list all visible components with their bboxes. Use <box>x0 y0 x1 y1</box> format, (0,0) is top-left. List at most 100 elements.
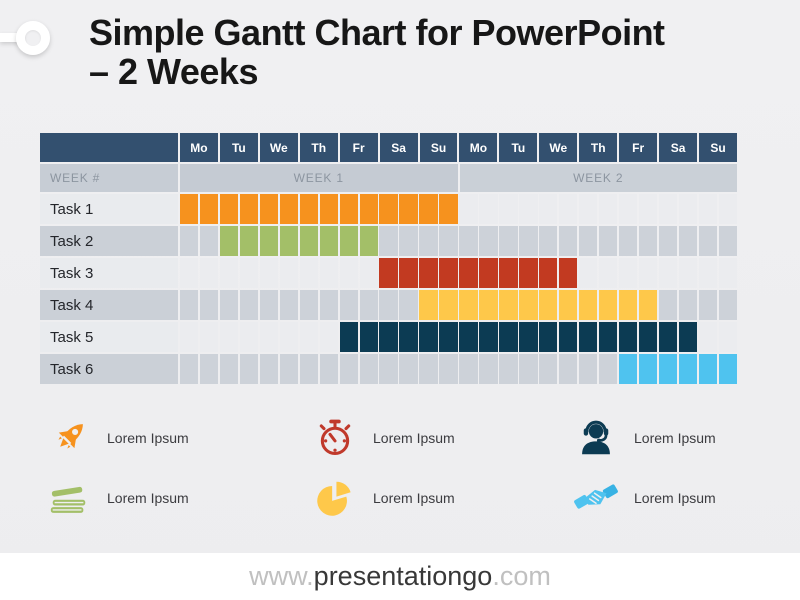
task-1-bar-segment <box>259 194 279 224</box>
grid-cell <box>180 322 199 352</box>
task-3-bar-segment <box>419 258 438 288</box>
grid-cell <box>319 322 339 352</box>
grid-cell <box>558 354 578 384</box>
task-grid-6 <box>180 354 737 384</box>
grid-cell <box>718 322 737 352</box>
grid-cell <box>199 258 219 288</box>
task-3-bar-segment <box>539 258 558 288</box>
grid-cell <box>279 354 299 384</box>
legend-item-rocket: Lorem Ipsum <box>46 415 312 461</box>
task-4-bar-segment <box>479 290 498 320</box>
footer-url-suffix: .com <box>492 561 551 591</box>
task-5-bar-segment <box>499 322 518 352</box>
handshake-icon <box>574 484 618 509</box>
task-5-bar-segment <box>638 322 658 352</box>
grid-cell <box>618 226 638 256</box>
task-1-bar-segment <box>379 194 398 224</box>
task-6-bar-segment <box>658 354 678 384</box>
task-2-bar-segment <box>359 226 378 256</box>
grid-cell <box>698 194 718 224</box>
grid-cell <box>519 354 538 384</box>
task-grid-5 <box>180 322 737 352</box>
task-3-bar-segment <box>379 258 398 288</box>
grid-cell <box>658 258 678 288</box>
task-label-4: Task 4 <box>40 290 178 320</box>
task-3-bar-segment <box>499 258 518 288</box>
week1-band: WEEK 1 <box>180 164 458 192</box>
rocket-icon <box>58 424 83 449</box>
task-1-bar-segment <box>299 194 319 224</box>
task-4-bar-segment <box>618 290 638 320</box>
day-header-week2-tu: Tu <box>499 133 538 162</box>
task-row-4: Task 4 <box>40 290 737 320</box>
grid-cell <box>439 226 458 256</box>
grid-cell <box>638 226 658 256</box>
day-header-week1-mo: Mo <box>180 133 218 162</box>
task-5-bar-segment <box>479 322 498 352</box>
grid-cell <box>259 322 279 352</box>
grid-cell <box>319 354 339 384</box>
grid-cell <box>239 322 259 352</box>
task-grid-3 <box>180 258 737 288</box>
grid-cell <box>459 226 478 256</box>
task-1-bar-segment <box>239 194 259 224</box>
grid-cell <box>379 290 398 320</box>
grid-cell <box>319 258 339 288</box>
task-5-bar-segment <box>459 322 478 352</box>
grid-cell <box>279 258 299 288</box>
task-3-bar-segment <box>399 258 418 288</box>
grid-cell <box>439 354 458 384</box>
task-1-bar-segment <box>319 194 339 224</box>
grid-cell <box>199 322 219 352</box>
task-1-bar-segment <box>439 194 458 224</box>
grid-cell <box>678 258 698 288</box>
task-1-bar-segment <box>180 194 199 224</box>
legend-label: Lorem Ipsum <box>373 490 455 506</box>
task-3-bar-segment <box>558 258 578 288</box>
grid-cell <box>598 226 618 256</box>
pie-chart-icon <box>317 481 351 516</box>
grid-cell <box>698 290 718 320</box>
legend-label: Lorem Ipsum <box>107 430 189 446</box>
grid-cell <box>339 354 359 384</box>
grid-cell <box>698 258 718 288</box>
grid-cell <box>539 354 558 384</box>
task-2-bar-segment <box>279 226 299 256</box>
day-header-week2-th: Th <box>579 133 618 162</box>
grid-cell <box>598 354 618 384</box>
grid-cell <box>239 354 259 384</box>
grid-cell <box>718 258 737 288</box>
grid-cell <box>419 226 438 256</box>
grid-cell <box>219 322 239 352</box>
task-3-bar-segment <box>519 258 538 288</box>
day-header-week1-sa: Sa <box>379 133 418 162</box>
task-row-2: Task 2 <box>40 226 737 256</box>
page-title-line1: Simple Gantt Chart for PowerPoint <box>89 12 665 53</box>
day-header-week1-we: We <box>259 133 298 162</box>
task-4-bar-segment <box>638 290 658 320</box>
task-5-bar-segment <box>618 322 638 352</box>
task-4-bar-segment <box>539 290 558 320</box>
grid-cell <box>678 290 698 320</box>
legend-item-support: Lorem Ipsum <box>573 415 766 461</box>
grid-cell <box>718 226 737 256</box>
grid-cell <box>219 354 239 384</box>
task-5-bar-segment <box>399 322 418 352</box>
task-5-bar-segment <box>539 322 558 352</box>
task-3-bar-segment <box>459 258 478 288</box>
grid-cell <box>299 322 319 352</box>
grid-cell <box>658 290 678 320</box>
week2-band: WEEK 2 <box>459 164 737 192</box>
gantt-rows: Task 1 Task 2 Task 3 Task 4 Task 5 Task 6 <box>40 194 737 384</box>
grid-cell <box>339 258 359 288</box>
grid-cell <box>239 258 259 288</box>
task-4-bar-segment <box>499 290 518 320</box>
task-5-bar-segment <box>598 322 618 352</box>
task-1-bar-segment <box>399 194 418 224</box>
day-header-week2-mo: Mo <box>459 133 498 162</box>
grid-cell <box>419 354 438 384</box>
grid-cell <box>499 194 518 224</box>
grid-cell <box>279 290 299 320</box>
grid-cell <box>558 194 578 224</box>
task-2-bar-segment <box>219 226 239 256</box>
